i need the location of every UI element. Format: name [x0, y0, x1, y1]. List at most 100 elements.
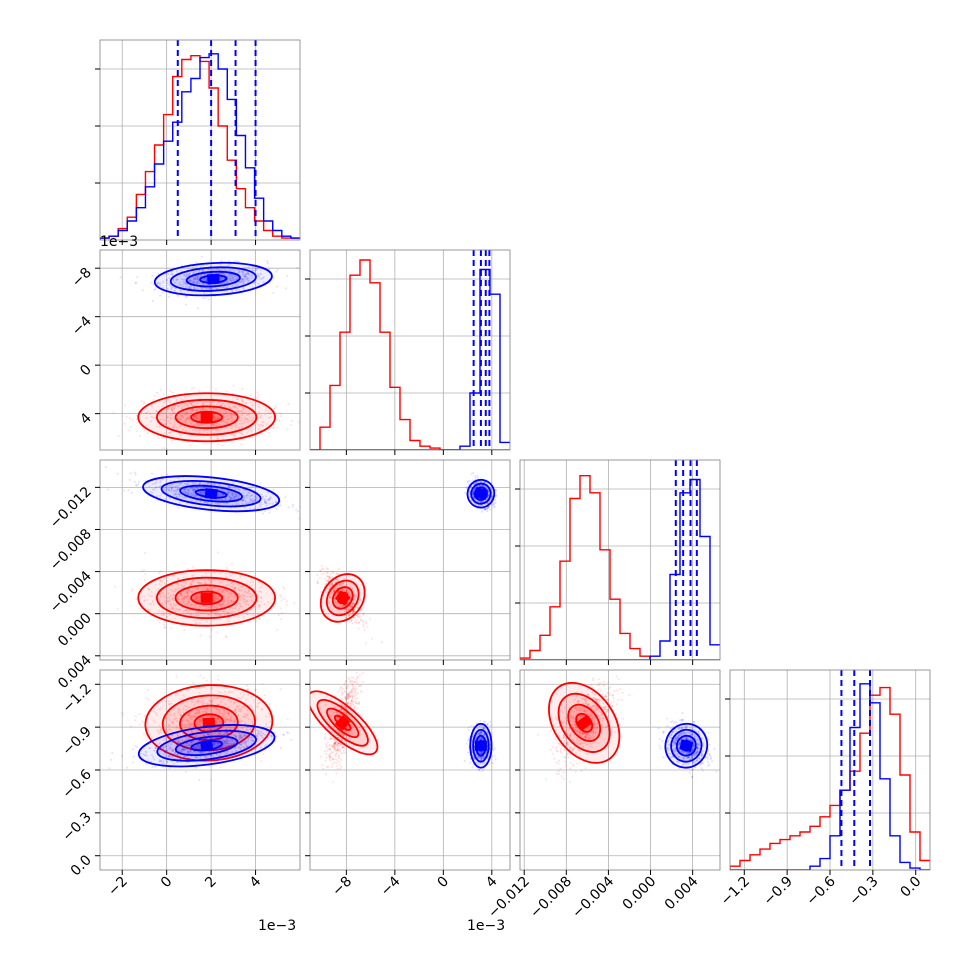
sample-point: [203, 686, 206, 689]
sample-point: [189, 715, 192, 718]
sample-point: [227, 691, 230, 694]
sample-point: [208, 699, 211, 702]
sample-point: [258, 425, 261, 427]
sample-point: [184, 491, 187, 494]
sample-point: [196, 410, 199, 413]
sample-point: [257, 393, 260, 396]
sample-point: [213, 600, 216, 603]
sample-point: [237, 609, 240, 612]
samples-blue: [119, 255, 299, 310]
sample-point: [219, 410, 222, 413]
sample-point: [343, 588, 346, 591]
sample-point: [260, 582, 263, 585]
sample-point: [279, 504, 282, 507]
sample-point: [251, 268, 254, 271]
sample-point: [189, 420, 192, 422]
sample-point: [186, 273, 189, 276]
sample-point: [198, 687, 201, 690]
sample-point: [331, 583, 334, 586]
sample-point: [195, 417, 198, 420]
sample-point: [341, 588, 344, 591]
sample-point: [125, 415, 128, 418]
sample-point: [198, 570, 201, 573]
sample-point: [148, 588, 151, 591]
sample-point: [206, 613, 209, 616]
sample-point: [190, 280, 193, 282]
sample-point: [196, 499, 199, 502]
sample-point: [354, 596, 357, 599]
sample-point: [201, 710, 204, 713]
sample-point: [177, 583, 180, 585]
sample-point: [238, 602, 241, 605]
sample-point: [244, 601, 247, 604]
sample-point: [210, 287, 213, 290]
sample-point: [226, 417, 229, 420]
sample-point: [222, 502, 225, 505]
sample-point: [168, 490, 171, 493]
sample-point: [217, 709, 220, 712]
sample-point: [198, 621, 201, 624]
sample-point: [240, 281, 243, 283]
sample-point: [191, 408, 193, 411]
sample-point: [263, 499, 266, 502]
sample-point: [200, 697, 203, 700]
sample-point: [188, 280, 191, 283]
sample-point: [240, 589, 243, 592]
sample-point: [135, 598, 138, 601]
histogram-red: [310, 259, 510, 450]
sample-point: [160, 591, 163, 594]
sample-point: [201, 270, 204, 273]
sample-point: [495, 494, 498, 497]
sample-point: [227, 403, 230, 406]
sample-point: [195, 595, 198, 598]
sample-point: [197, 407, 200, 410]
sample-point: [161, 580, 163, 583]
sample-point: [191, 583, 194, 586]
sample-point: [188, 706, 191, 709]
sample-point: [150, 415, 153, 418]
sample-point: [172, 607, 175, 610]
sample-point: [365, 622, 368, 625]
sample-point: [210, 501, 213, 504]
sample-point: [182, 488, 185, 491]
sample-point: [184, 596, 187, 599]
sample-point: [190, 402, 193, 405]
sample-point: [256, 735, 258, 738]
sample-point: [257, 737, 260, 740]
sample-point: [243, 489, 246, 492]
histogram-red: [520, 475, 720, 660]
sample-point: [275, 285, 278, 288]
sample-point: [177, 588, 180, 591]
sample-point: [203, 429, 206, 431]
sample-point: [184, 595, 186, 598]
sample-point: [483, 481, 486, 483]
sample-point: [196, 417, 199, 420]
sample-point: [327, 571, 329, 574]
contour-line: [137, 392, 277, 443]
sample-point: [232, 601, 235, 603]
sample-point: [241, 398, 243, 401]
sample-point: [243, 712, 246, 715]
sample-point: [167, 416, 170, 419]
sample-point: [203, 279, 206, 282]
sample-point: [211, 268, 214, 271]
sample-point: [246, 418, 249, 421]
sample-point: [194, 597, 197, 600]
sample-point: [173, 426, 176, 428]
sample-point: [200, 287, 203, 290]
sample-point: [246, 494, 249, 497]
sample-point: [221, 601, 224, 604]
sample-point: [191, 387, 193, 390]
sample-point: [237, 496, 239, 499]
sample-point: [480, 504, 483, 507]
sample-point: [161, 292, 164, 295]
sample-point: [265, 407, 268, 410]
sample-point: [274, 731, 277, 734]
sample-point: [127, 489, 130, 492]
sample-point: [253, 498, 256, 501]
sample-point: [360, 608, 363, 611]
sample-point: [254, 401, 257, 404]
density-red: [137, 392, 277, 443]
sample-point: [219, 484, 222, 487]
sample-point: [199, 265, 202, 268]
